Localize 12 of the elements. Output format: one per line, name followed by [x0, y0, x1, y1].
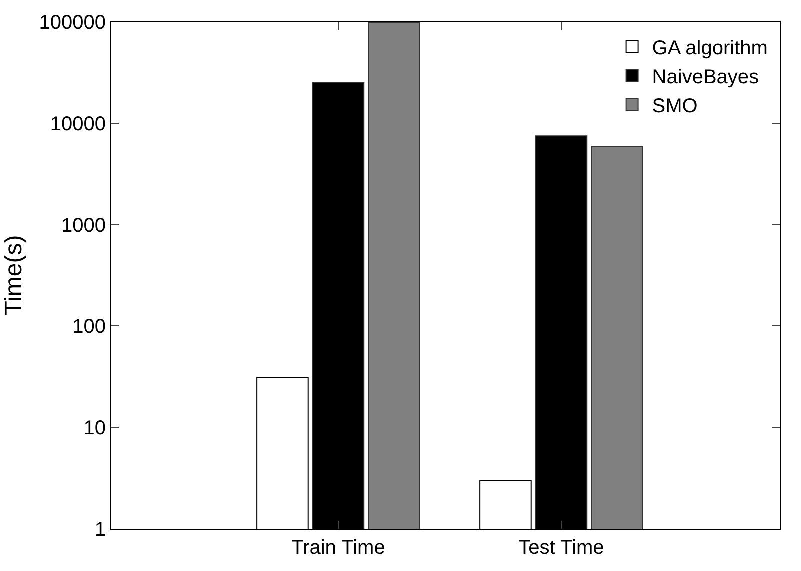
y-tick-label: 1000 — [62, 214, 106, 237]
y-tick-label: 10000 — [50, 113, 106, 136]
x-tick-label: Train Time — [292, 537, 386, 559]
y-tick-label: 100000 — [39, 12, 106, 34]
y-axis-title: Time(s) — [0, 235, 28, 316]
y-tick-label: 10 — [84, 418, 106, 440]
y-tick-label: 1 — [94, 519, 106, 541]
x-tick-label: Test Time — [518, 537, 604, 559]
y-tick-label: 100 — [72, 316, 106, 338]
legend-label: GA algorithm — [652, 37, 768, 60]
legend-label: NaiveBayes — [652, 66, 760, 88]
legend-label: SMO — [652, 95, 698, 118]
